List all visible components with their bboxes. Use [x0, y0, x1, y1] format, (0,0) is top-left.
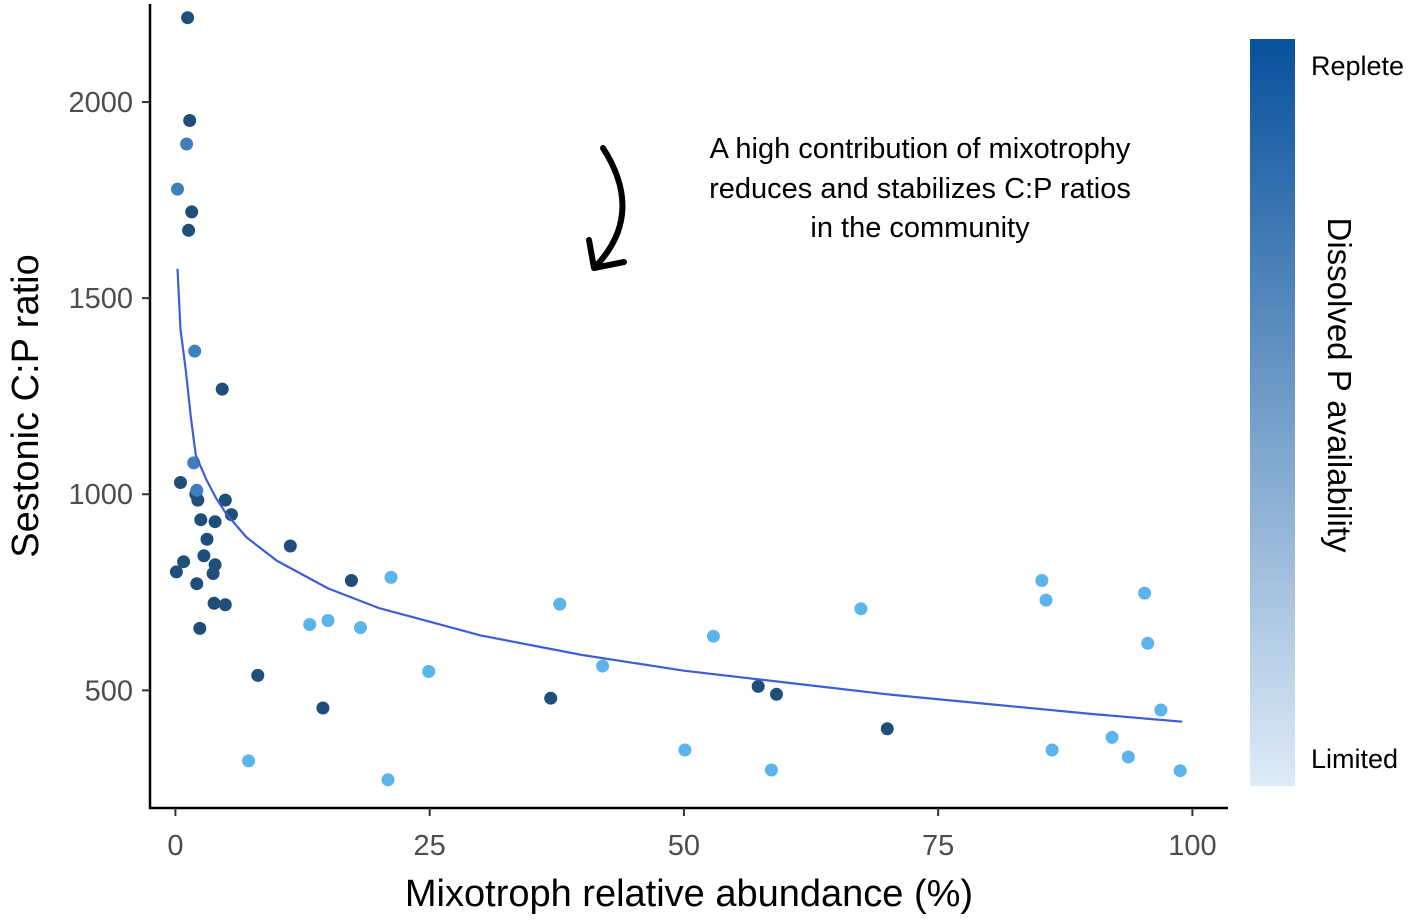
- data-point-replete: [208, 515, 222, 529]
- y-axis-ticks: 500 1000 1500 2000: [68, 87, 150, 707]
- x-tick-label: 100: [1168, 830, 1216, 862]
- data-point-replete: [190, 577, 204, 591]
- data-point-replete: [751, 679, 765, 693]
- data-point-replete: [251, 668, 265, 682]
- data-point-intermediate: [171, 182, 184, 196]
- data-point-replete: [224, 508, 238, 522]
- legend-title: Dissolved P availability: [1321, 217, 1358, 553]
- data-point-replete: [183, 114, 197, 127]
- annotation-line-1: A high contribution of mixotrophy: [710, 133, 1131, 165]
- y-axis-title: Sestonic C:P ratio: [5, 254, 47, 557]
- data-point-limited: [1045, 743, 1059, 757]
- data-point-replete: [880, 722, 894, 736]
- data-point-replete: [283, 539, 297, 553]
- data-point-limited: [321, 614, 335, 627]
- data-point-limited: [1154, 703, 1168, 717]
- annotation-line-2: reduces and stabilizes C:P ratios: [709, 173, 1131, 205]
- data-point-replete: [194, 513, 208, 527]
- annotation-line-3: in the community: [810, 212, 1030, 244]
- data-point-replete: [544, 691, 558, 705]
- y-tick-label: 2000: [68, 87, 133, 119]
- data-point-replete: [181, 11, 195, 25]
- legend-label-limited: Limited: [1311, 744, 1398, 774]
- data-point-replete: [206, 567, 220, 580]
- data-point-limited: [678, 743, 692, 757]
- y-tick-label: 500: [85, 675, 133, 707]
- data-point-replete: [316, 701, 330, 715]
- data-point-limited: [706, 629, 720, 643]
- data-points: [169, 11, 1187, 787]
- data-point-replete: [218, 493, 232, 507]
- data-point-limited: [1121, 750, 1135, 764]
- data-point-limited: [854, 602, 868, 616]
- data-point-replete: [200, 532, 214, 546]
- data-point-replete: [185, 205, 199, 219]
- fit-line: [176, 268, 1183, 723]
- data-point-limited: [1141, 636, 1155, 650]
- data-point-replete: [215, 382, 229, 396]
- data-point-limited: [242, 754, 256, 768]
- data-point-limited: [354, 621, 367, 635]
- data-point-limited: [553, 597, 567, 611]
- x-axis-ticks: 0 25 50 75 100: [167, 808, 1217, 862]
- data-point-intermediate: [188, 344, 202, 358]
- x-tick-label: 50: [668, 830, 700, 862]
- data-point-limited: [422, 665, 436, 678]
- data-point-limited: [596, 659, 610, 673]
- data-point-limited: [381, 773, 395, 787]
- data-point-intermediate: [180, 137, 194, 151]
- data-point-replete: [207, 596, 221, 610]
- data-point-intermediate: [190, 483, 204, 497]
- data-point-limited: [1035, 574, 1049, 587]
- x-tick-label: 25: [414, 830, 446, 862]
- data-point-limited: [1173, 764, 1187, 778]
- data-point-limited: [1105, 730, 1119, 744]
- data-point-replete: [770, 687, 783, 701]
- data-point-replete: [197, 549, 211, 563]
- data-point-limited: [1039, 593, 1053, 607]
- legend-label-replete: Replete: [1311, 51, 1404, 81]
- data-point-limited: [384, 570, 398, 584]
- data-point-replete: [174, 476, 187, 489]
- legend-colorbar: [1250, 39, 1295, 786]
- data-point-replete: [177, 555, 191, 569]
- x-tick-label: 0: [167, 830, 183, 862]
- data-point-replete: [169, 565, 183, 579]
- y-tick-label: 1000: [68, 479, 133, 511]
- y-tick-label: 1500: [68, 283, 133, 315]
- curved-arrow-icon: [586, 145, 627, 271]
- data-point-replete: [344, 574, 358, 587]
- data-point-replete: [218, 598, 232, 612]
- data-point-replete: [193, 621, 207, 635]
- data-point-limited: [764, 763, 778, 777]
- x-tick-label: 75: [922, 830, 954, 862]
- data-point-limited: [1138, 586, 1152, 600]
- data-point-replete: [182, 223, 196, 237]
- data-point-limited: [303, 618, 317, 631]
- x-axis-title: Mixotroph relative abundance (%): [405, 873, 973, 915]
